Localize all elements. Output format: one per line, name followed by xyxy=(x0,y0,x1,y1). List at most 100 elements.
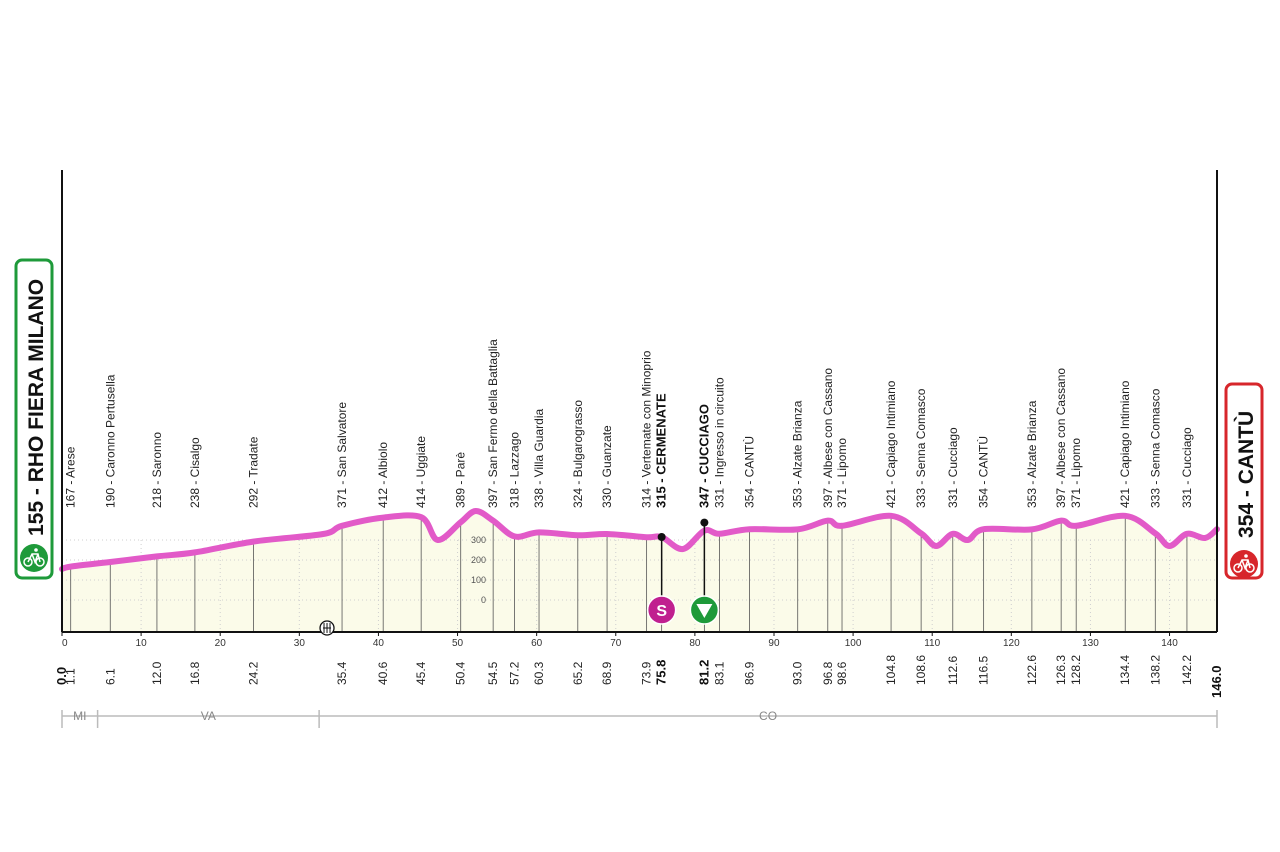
place-label: 421 - Capiago Intimiano xyxy=(1118,380,1132,508)
km-label: 98.6 xyxy=(835,661,849,685)
km-label: 138.2 xyxy=(1148,655,1162,685)
place-label: 371 - San Salvatore xyxy=(335,402,349,508)
start-badge: 155 - RHO FIERA MILANO xyxy=(14,258,54,580)
km-label: 12.0 xyxy=(150,661,164,685)
profile-stroke xyxy=(59,508,1220,572)
place-label: 397 - Albese con Cassano xyxy=(1054,368,1068,508)
place-label: 333 - Senna Comasco xyxy=(914,388,928,508)
place-label: 371 - Lipomo xyxy=(1069,438,1083,508)
place-label: 331 - Cucciago xyxy=(1180,427,1194,508)
km-label: 122.6 xyxy=(1025,655,1039,685)
province-label: MI xyxy=(73,709,86,723)
x-tick-label-110: 110 xyxy=(924,638,940,649)
place-label: 353 - Alzate Brianza xyxy=(1025,400,1039,508)
place-label: 397 - San Fermo della Battaglia xyxy=(486,339,500,508)
km-label: 60.3 xyxy=(532,661,546,685)
sprint-icon xyxy=(646,595,677,625)
x-tick-label-60: 60 xyxy=(531,638,543,649)
place-label: 421 - Capiago Intimiano xyxy=(884,380,898,508)
km-label: 126.3 xyxy=(1054,655,1068,685)
km-label: 93.0 xyxy=(791,661,805,685)
x-tick-label-50: 50 xyxy=(452,638,464,649)
place-label: 347 - CUCCIAGO xyxy=(696,404,711,508)
place-label: 324 - Bulgarograsso xyxy=(571,400,585,508)
km-label: 40.6 xyxy=(376,661,390,685)
place-label: 292 - Tradate xyxy=(246,436,260,508)
km-label: 116.5 xyxy=(977,656,991,685)
altitude-tick-0: 0 xyxy=(481,595,486,605)
place-markers: 167 - Arese 190 - Caronno Pertusella 218 -… xyxy=(64,339,1194,632)
x-tick-label-140: 140 xyxy=(1161,638,1178,649)
km-label: 86.9 xyxy=(742,661,756,685)
x-tick-label-100: 100 xyxy=(845,638,862,649)
province-label: CO xyxy=(759,709,777,723)
x-tick-label-30: 30 xyxy=(294,638,306,649)
place-label: 218 - Saronno xyxy=(150,432,164,508)
province-bar: MI VA CO xyxy=(61,709,1218,728)
place-label: 331 - Cucciago xyxy=(946,427,960,508)
checkpoint-dot xyxy=(700,518,709,527)
km-label: 6.1 xyxy=(103,668,117,685)
place-label: 330 - Guanzate xyxy=(600,425,614,508)
km-label: 108.6 xyxy=(914,655,928,685)
km-label: 24.2 xyxy=(246,661,260,685)
sprint-icon-letter: S xyxy=(656,603,667,620)
place-label: 333 - Senna Comasco xyxy=(1148,388,1162,508)
place-label: 412 - Albiolo xyxy=(376,442,390,508)
place-label: 331 - Ingresso in circuito xyxy=(712,377,726,508)
place-label: 354 - CANTÙ xyxy=(741,436,756,508)
km-label: 81.2 xyxy=(696,660,711,685)
x-tick-label-0: 0 xyxy=(62,638,68,649)
place-label: 353 - Alzate Brianza xyxy=(791,400,805,508)
km-label: 134.4 xyxy=(1118,655,1132,685)
start-bicycle-icon xyxy=(20,544,48,572)
place-label: 314 - Vertemate con Minoprio xyxy=(640,350,654,508)
triangle-down-icon-shape xyxy=(696,604,713,618)
place-label: 167 - Arese xyxy=(64,446,78,508)
profile-line xyxy=(59,508,1220,572)
place-label: 238 - Cisalgo xyxy=(188,437,202,508)
altitude-tick-100: 100 xyxy=(471,575,486,585)
x-tick-label-10: 10 xyxy=(136,638,148,649)
km-label: 104.8 xyxy=(884,655,898,685)
km-label: 50.4 xyxy=(454,661,468,685)
km-label: 75.8 xyxy=(654,660,669,685)
x-tick-label-130: 130 xyxy=(1082,638,1099,649)
place-label: 397 - Albese con Cassano xyxy=(821,368,835,508)
km-label: 0.0 xyxy=(54,667,69,685)
place-label: 354 - CANTÙ xyxy=(976,436,991,508)
km-labels: 0.01.1 6.1 12.0 16.8 24.2 35.4 40.6 45.4 50.4 54.… xyxy=(54,655,1224,698)
km-label: 45.4 xyxy=(414,661,428,685)
finish-label: 354 - CANTÙ xyxy=(1234,411,1258,538)
km-label: 112.6 xyxy=(946,656,960,685)
province-label: VA xyxy=(201,709,216,723)
place-label: 389 - Parè xyxy=(454,452,468,508)
place-label: 414 - Uggiate xyxy=(414,436,428,508)
x-tick-label-40: 40 xyxy=(373,638,385,649)
km-label: 68.9 xyxy=(600,661,614,685)
place-label: 371 - Lipomo xyxy=(835,438,849,508)
finish-badge: 354 - CANTÙ xyxy=(1224,382,1264,580)
x-tick-label-70: 70 xyxy=(610,638,622,649)
start-label: 155 - RHO FIERA MILANO xyxy=(25,279,48,536)
km-label: 142.2 xyxy=(1180,655,1194,685)
km-label: 65.2 xyxy=(571,661,585,685)
altitude-tick-200: 200 xyxy=(471,555,486,565)
km-label: 73.9 xyxy=(640,661,654,685)
km-label: 16.8 xyxy=(188,661,202,685)
x-tick-label-20: 20 xyxy=(215,638,227,649)
km-label: 57.2 xyxy=(508,661,522,685)
x-tick-label-90: 90 xyxy=(768,638,780,649)
x-tick-label-80: 80 xyxy=(689,638,701,649)
place-label: 318 - Lazzago xyxy=(508,432,522,508)
km-label: 83.1 xyxy=(712,661,726,685)
place-label: 190 - Caronno Pertusella xyxy=(103,374,117,508)
km-label: 35.4 xyxy=(335,661,349,685)
altitude-tick-300: 300 xyxy=(471,535,486,545)
sprint-dot xyxy=(657,533,666,541)
place-label: 315 - CERMENATE xyxy=(654,393,669,508)
km-label: 128.2 xyxy=(1069,655,1083,685)
chart-axes: 0 10 20 30 40 50 60 70 80 90 100 110 120 130 140 xyxy=(61,170,1218,649)
special-markers: S xyxy=(319,518,720,636)
